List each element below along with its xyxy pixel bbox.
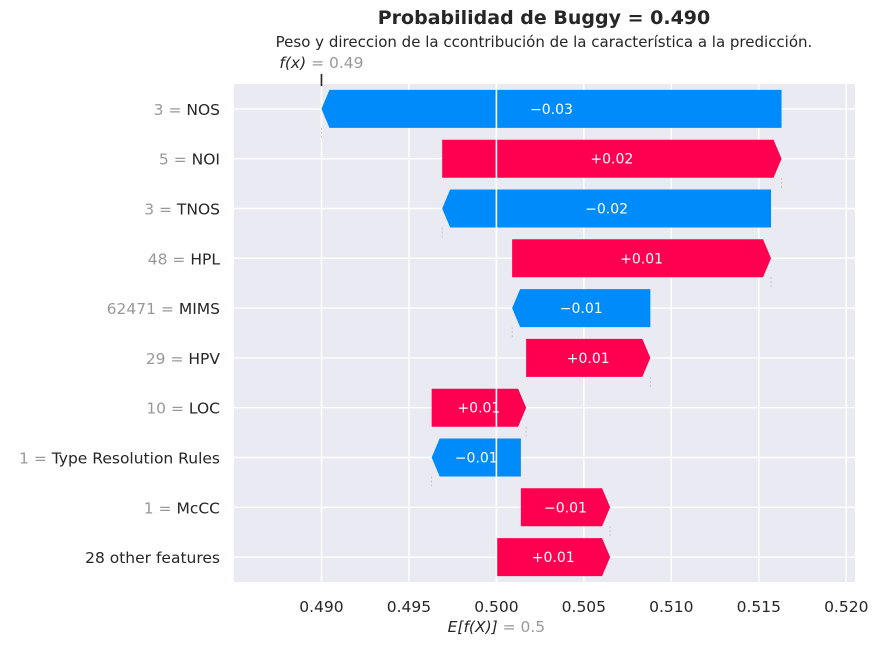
bar-value-label: +0.01 [457, 401, 500, 417]
y-tick-label: 10 = LOC [146, 400, 220, 418]
y-axis-labels: 3 = NOS 5 = NOI 3 = TNOS 48 = HPL 62471 = MI… [19, 101, 220, 567]
feature-bar [442, 189, 772, 228]
feature-bar [431, 388, 527, 427]
y-tick-label: 1 = Type Resolution Rules [19, 450, 220, 468]
x-axis: 0.490 0.495 0.500 0.505 0.510 0.515 0.520 [299, 598, 868, 616]
y-tick-label: 3 = NOS [154, 101, 220, 119]
bar-value-label: +0.01 [620, 251, 663, 267]
feature-bar [496, 538, 611, 577]
bar-value-label: +0.02 [590, 152, 633, 168]
ex-value: = 0.5 [503, 618, 546, 636]
x-tick-label: 0.510 [649, 598, 693, 616]
bar-value-label: −0.02 [585, 202, 628, 218]
feature-name: NOS [186, 101, 220, 119]
feature-value: 3 = [144, 201, 177, 219]
feature-name: 28 other features [85, 549, 220, 567]
y-tick-label: 1 = McCC [144, 499, 220, 517]
y-tick-label: 28 other features [85, 549, 220, 567]
feature-bar [512, 239, 772, 278]
feature-name: NOI [192, 151, 220, 169]
feature-name: LOC [189, 400, 220, 418]
bar-value-label: −0.01 [455, 451, 498, 467]
y-tick-label: 5 = NOI [159, 151, 220, 169]
y-tick-label: 29 = HPV [146, 350, 221, 368]
bar-value-label: +0.01 [532, 550, 575, 566]
y-tick-label: 48 = HPL [148, 250, 221, 268]
bars-layer: −0.03 +0.02 −0.02 +0.01 −0.01 +0.01 +0.01 −0.01… [321, 84, 782, 582]
feature-name: HPL [190, 250, 220, 268]
feature-name: TNOS [176, 201, 220, 219]
feature-bar [321, 89, 782, 128]
feature-bar [442, 139, 782, 178]
feature-name: HPV [188, 350, 220, 368]
fx-annotation: f(x) = 0.49 [279, 54, 363, 72]
x-tick-label: 0.495 [387, 598, 431, 616]
feature-value: 3 = [154, 101, 187, 119]
y-tick-label: 3 = TNOS [144, 201, 220, 219]
feature-value: 5 = [159, 151, 192, 169]
feature-value: 1 = [19, 450, 52, 468]
feature-name: McCC [176, 499, 220, 517]
chart-title: Probabilidad de Buggy = 0.490 [378, 7, 711, 29]
x-tick-label: 0.520 [824, 598, 868, 616]
annotations: f(x) = 0.49 E[f(X)] = 0.5 [279, 54, 545, 636]
ex-annotation: E[f(X)] = 0.5 [448, 618, 546, 636]
feature-name: Type Resolution Rules [51, 450, 220, 468]
feature-value: 10 = [146, 400, 189, 418]
feature-value: 1 = [144, 499, 177, 517]
x-tick-label: 0.515 [737, 598, 781, 616]
y-tick-label: 62471 = MIMS [107, 300, 220, 318]
feature-value: 62471 = [107, 300, 179, 318]
x-tick-label: 0.500 [474, 598, 518, 616]
x-tick-label: 0.490 [299, 598, 343, 616]
x-tick-label: 0.505 [562, 598, 606, 616]
bar-value-label: +0.01 [567, 351, 610, 367]
feature-name: MIMS [179, 300, 220, 318]
feature-bar [512, 289, 651, 328]
fx-label: f(x) [279, 54, 311, 72]
feature-bar [431, 438, 521, 477]
feature-value: 29 = [146, 350, 189, 368]
feature-bar [520, 488, 611, 527]
bar-value-label: −0.01 [560, 301, 603, 317]
feature-bar [526, 338, 651, 377]
feature-value: 48 = [148, 250, 191, 268]
bar-value-label: −0.03 [530, 102, 573, 118]
bar-value-label: −0.01 [544, 500, 587, 516]
fx-value: = 0.49 [311, 54, 363, 72]
chart-subtitle: Peso y direccion de la ccontribución de … [276, 33, 813, 51]
ex-label: E[f(X)] [448, 618, 503, 636]
